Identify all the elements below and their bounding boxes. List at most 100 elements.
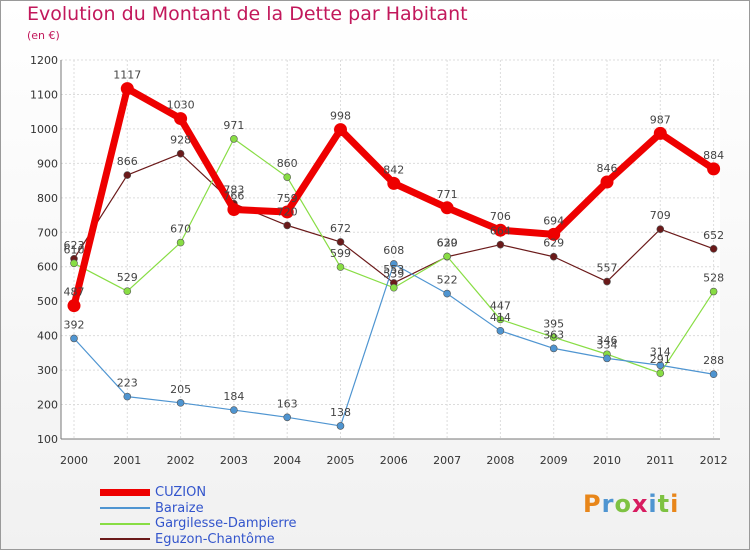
data-labels: 487 1117 1030 766 759 998 842 771 706 694 846 987 88… <box>64 69 725 419</box>
y-tick-label: 800 <box>37 192 58 205</box>
y-tick-label: 300 <box>37 364 58 377</box>
data-point <box>283 413 292 422</box>
series-lines <box>67 82 721 430</box>
data-point <box>123 171 132 179</box>
data-point <box>389 260 398 268</box>
data-label: 987 <box>650 113 671 126</box>
data-point <box>493 223 507 237</box>
legend-item-baraize[interactable]: Baraize <box>100 501 297 517</box>
data-point <box>280 205 294 219</box>
data-label: 1117 <box>113 69 141 82</box>
data-label: 395 <box>543 317 564 330</box>
data-point <box>440 201 454 215</box>
legend-label: Gargilesse-Dampierre <box>155 516 297 531</box>
data-point <box>227 203 241 217</box>
chart-title: Evolution du Montant de la Dette par Hab… <box>27 3 468 25</box>
legend-swatch <box>100 507 150 510</box>
data-label: 288 <box>703 354 724 367</box>
data-point <box>283 221 292 230</box>
data-point <box>174 112 188 126</box>
y-tick-label: 200 <box>37 399 58 412</box>
x-tick-label: 2006 <box>380 454 408 467</box>
x-tick-label: 2004 <box>273 454 301 467</box>
data-label: 522 <box>437 274 458 287</box>
chart-subtitle: (en €) <box>27 29 60 42</box>
data-label: 414 <box>490 311 511 324</box>
data-point <box>123 287 132 295</box>
data-point <box>176 238 185 247</box>
axes: 100 200 300 400 500 600 700 800 900 1000 1100 1200 2… <box>30 54 728 467</box>
data-label: 223 <box>117 377 138 390</box>
data-label: 205 <box>170 383 191 396</box>
data-point <box>547 227 561 241</box>
data-point <box>387 176 401 190</box>
data-label: 363 <box>543 328 564 341</box>
data-point <box>549 344 558 353</box>
legend-item-eguzon-chantome[interactable]: Eguzon-Chantôme <box>100 532 297 548</box>
x-tick-label: 2008 <box>486 454 514 467</box>
data-label: 599 <box>330 247 351 260</box>
data-label: 314 <box>650 345 671 358</box>
data-point <box>70 259 78 268</box>
data-label: 672 <box>330 222 351 235</box>
y-tick-label: 500 <box>37 295 58 308</box>
y-tick-label: 700 <box>37 226 58 239</box>
y-tick-label: 400 <box>37 330 58 343</box>
data-label: 346 <box>597 334 618 347</box>
data-label: 928 <box>170 134 191 147</box>
data-point <box>496 240 505 249</box>
data-label: 608 <box>383 244 404 257</box>
data-label: 709 <box>650 209 671 222</box>
y-tick-label: 1200 <box>30 54 58 67</box>
data-label: 629 <box>543 237 564 250</box>
data-point <box>549 252 558 261</box>
data-label: 392 <box>64 318 85 331</box>
data-point <box>549 333 558 342</box>
data-label: 138 <box>330 406 351 419</box>
data-point <box>603 354 611 363</box>
x-tick-label: 2010 <box>593 454 621 467</box>
data-label: 447 <box>490 299 511 312</box>
data-label: 291 <box>650 353 671 366</box>
legend-item-gargilesse-dampierre[interactable]: Gargilesse-Dampierre <box>100 516 297 532</box>
data-point <box>707 162 721 176</box>
data-label: 184 <box>223 390 244 403</box>
legend-item-cuzion[interactable]: CUZION <box>100 485 297 501</box>
data-point <box>656 225 665 233</box>
data-point <box>496 327 505 335</box>
data-label: 487 <box>64 286 85 299</box>
x-tick-label: 2011 <box>646 454 674 467</box>
data-label: 664 <box>490 225 511 238</box>
data-point <box>336 263 345 271</box>
data-point <box>656 361 665 370</box>
data-label: 884 <box>703 149 724 162</box>
data-point <box>709 245 718 253</box>
data-label: 842 <box>383 163 404 176</box>
data-label: 630 <box>437 236 458 249</box>
data-point <box>603 277 611 286</box>
data-point <box>709 370 718 379</box>
y-tick-label: 900 <box>37 157 58 170</box>
data-point <box>709 287 718 296</box>
data-point <box>336 422 345 430</box>
data-point <box>230 406 238 414</box>
data-point <box>336 238 345 246</box>
data-label: 610 <box>64 243 85 256</box>
plot-area <box>61 60 720 439</box>
data-label: 720 <box>277 205 298 218</box>
data-label: 866 <box>117 155 138 168</box>
data-point <box>230 135 238 143</box>
data-point <box>70 334 78 343</box>
x-tick-label: 2009 <box>540 454 568 467</box>
y-tick-label: 1100 <box>30 88 58 101</box>
data-label: 629 <box>437 237 458 250</box>
data-point <box>120 82 134 96</box>
data-label: 766 <box>223 190 244 203</box>
data-label: 553 <box>383 263 404 276</box>
data-label: 706 <box>490 210 511 223</box>
legend: CUZION Baraize Gargilesse-Dampierre Eguz… <box>100 485 297 547</box>
x-tick-label: 2012 <box>700 454 728 467</box>
data-point <box>443 289 451 298</box>
x-tick-label: 2007 <box>433 454 461 467</box>
